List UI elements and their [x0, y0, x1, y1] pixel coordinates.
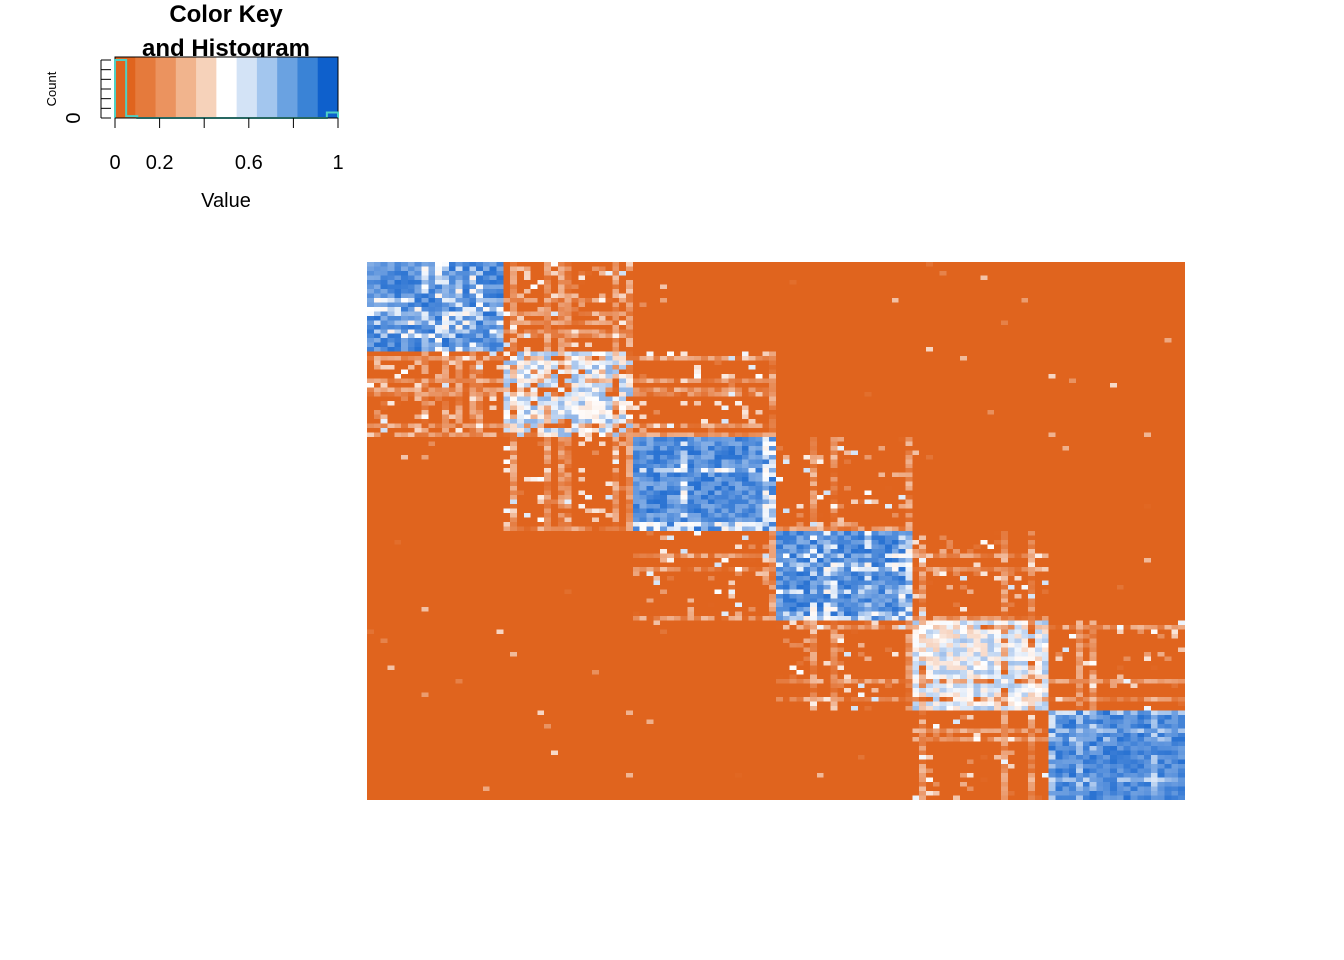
- color-key-band: [196, 57, 217, 118]
- color-key-band: [317, 57, 339, 118]
- color-key-xlabel: Value: [201, 190, 251, 212]
- color-key-band: [297, 57, 319, 118]
- heatmap-cells: [367, 262, 1185, 800]
- color-key-axes: 0 0.2 0.6 1: [100, 59, 344, 174]
- color-key-x-tick-label: 0: [109, 152, 120, 174]
- color-key: Color Key and Histogram 0 0.2 0.6 1 Count 0…: [44, 1, 344, 212]
- color-key-histogram: [114, 59, 339, 119]
- color-key-title-line-1: Color Key: [169, 1, 283, 28]
- color-key-band: [236, 57, 258, 118]
- color-key-band: [155, 57, 177, 118]
- consensus-heatmap: [367, 262, 1185, 800]
- color-key-gradient: [114, 56, 339, 119]
- color-key-band: [175, 57, 197, 118]
- color-key-band: [216, 57, 238, 118]
- histogram-line: [114, 59, 339, 119]
- color-key-x-tick-label: 0.2: [146, 152, 174, 174]
- color-key-band: [135, 57, 157, 118]
- color-key-x-tick-label: 1: [332, 152, 343, 174]
- color-key-y-tick-label: 0: [63, 112, 85, 123]
- color-key-x-tick-label: 0.6: [235, 152, 263, 174]
- color-key-band: [256, 57, 278, 118]
- color-key-ylabel: Count: [44, 71, 59, 106]
- color-key-band: [277, 57, 298, 118]
